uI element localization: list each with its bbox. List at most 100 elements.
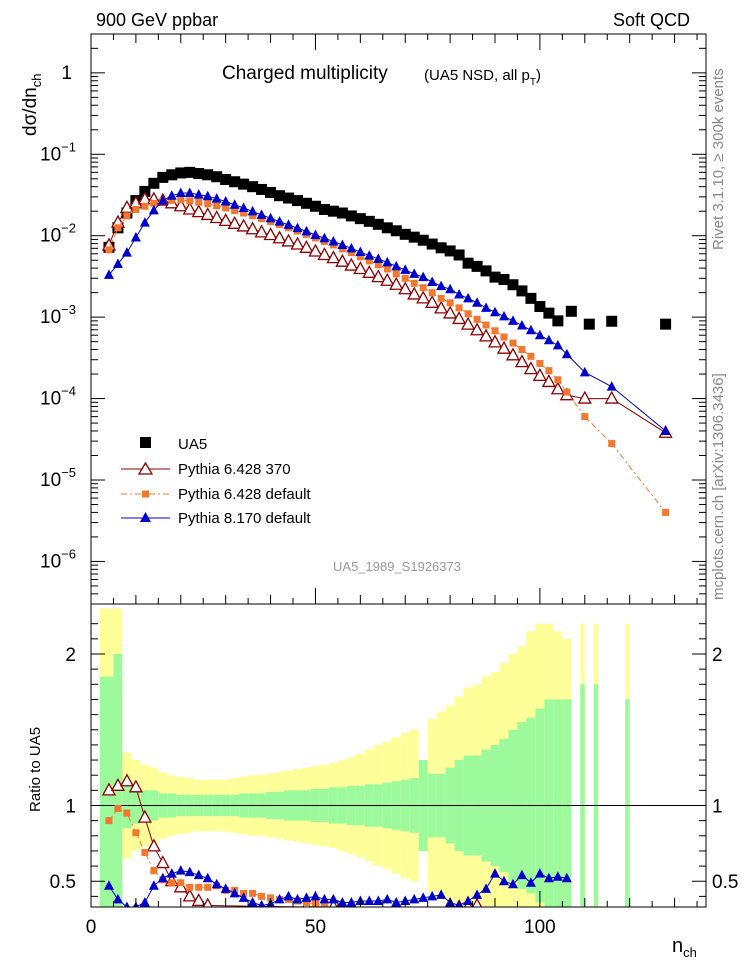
data-point xyxy=(390,225,402,237)
ratio-data-point xyxy=(498,875,509,886)
data-point xyxy=(363,215,375,227)
ratio-data-point xyxy=(148,880,159,890)
data-point xyxy=(514,354,530,368)
ratio-data-point xyxy=(177,879,185,887)
data-point xyxy=(240,209,248,217)
ratio-data-point xyxy=(346,896,357,907)
chart-subtitle-end: ) xyxy=(536,67,541,84)
main-y-axis-label: dσ/dnch xyxy=(20,74,44,136)
data-point xyxy=(175,187,186,197)
data-point xyxy=(434,300,449,314)
legend-marker-py6-370 xyxy=(137,461,154,475)
legend-marker-py8-default xyxy=(140,512,151,522)
data-point xyxy=(606,315,618,327)
y-tick-label: 10−1 xyxy=(40,139,76,165)
data-point xyxy=(550,381,565,395)
data-point xyxy=(103,269,114,279)
data-point xyxy=(256,183,268,195)
data-point xyxy=(356,253,364,261)
x-tick-label: 50 xyxy=(305,917,326,938)
ratio-data-point xyxy=(193,869,204,880)
data-point xyxy=(254,224,269,238)
data-point xyxy=(220,196,231,206)
data-point xyxy=(660,425,671,435)
data-point xyxy=(365,257,373,265)
data-point xyxy=(301,225,312,236)
legend-label-ua5: UA5 xyxy=(178,436,207,453)
data-point xyxy=(498,273,510,285)
ratio-data-point xyxy=(132,829,140,837)
ratio-y-tick-label-right: 1 xyxy=(712,796,723,817)
data-point xyxy=(123,212,131,220)
data-point xyxy=(426,238,438,250)
data-point xyxy=(383,265,391,273)
data-point xyxy=(247,205,258,216)
data-point xyxy=(193,189,204,199)
data-point xyxy=(346,242,357,253)
ratio-data-point xyxy=(249,889,257,897)
ratio-plot: 0 50 100 0.5 0.5 1 1 2 2 xyxy=(50,34,738,938)
data-point xyxy=(317,247,332,261)
ratio-data-point xyxy=(123,809,131,817)
data-point xyxy=(139,217,150,227)
ratio-data-point xyxy=(191,893,206,907)
data-point xyxy=(425,294,440,308)
data-point xyxy=(579,366,590,377)
data-point xyxy=(581,413,589,421)
x-ticks: 0 50 100 xyxy=(86,34,698,938)
ratio-data-point xyxy=(157,872,168,883)
data-point xyxy=(482,321,490,329)
main-plot: 10−610−510−410−310−210−11 xyxy=(40,33,707,605)
data-point xyxy=(245,221,260,235)
ratio-data-point xyxy=(112,893,123,904)
data-point xyxy=(328,235,339,246)
ratio-data-point xyxy=(507,878,518,889)
ratio-data-point xyxy=(409,893,420,904)
ratio-data-point xyxy=(166,868,177,878)
data-point xyxy=(452,311,467,325)
data-point xyxy=(319,232,330,243)
ratio-data-point xyxy=(105,817,113,825)
data-point xyxy=(353,261,368,275)
y-tick-label-base: 10 xyxy=(40,389,61,410)
ratio-data-point xyxy=(119,773,135,787)
data-point xyxy=(463,292,474,303)
ratio-data-point xyxy=(146,838,161,852)
data-point xyxy=(436,280,447,291)
data-point xyxy=(552,339,563,350)
data-point xyxy=(445,283,456,294)
ratio-data-point xyxy=(186,883,194,891)
data-point xyxy=(175,167,187,179)
ratio-data-point xyxy=(195,883,203,891)
data-point xyxy=(419,284,427,292)
data-point xyxy=(462,257,474,269)
ratio-series-py8-default xyxy=(103,865,572,907)
data-point xyxy=(211,171,223,183)
data-point xyxy=(347,249,355,257)
data-point xyxy=(202,190,213,201)
main-y-ticks: 10−610−510−410−310−210−11 xyxy=(40,33,706,605)
data-point xyxy=(157,195,168,205)
ratio-y-axis-label: Ratio to UA5 xyxy=(27,727,44,812)
ratio-data-point xyxy=(173,879,188,893)
ratio-data-point xyxy=(128,779,143,793)
ratio-data-point xyxy=(247,896,258,907)
data-point xyxy=(283,219,294,229)
legend-marker-py6-default xyxy=(142,490,149,498)
data-point xyxy=(487,334,503,348)
data-point xyxy=(399,228,411,240)
data-point xyxy=(186,197,194,205)
data-point xyxy=(532,368,548,382)
data-point xyxy=(389,276,404,290)
data-point xyxy=(563,388,571,396)
data-point xyxy=(166,169,178,181)
data-point xyxy=(454,288,465,299)
data-point xyxy=(410,279,418,287)
ratio-data-point xyxy=(543,872,554,883)
data-point xyxy=(496,340,512,354)
data-point xyxy=(263,227,278,241)
ratio-data-point xyxy=(552,871,563,881)
data-point xyxy=(272,230,287,244)
y-tick-label-base: 10 xyxy=(40,226,61,247)
ratio-data-point xyxy=(202,897,213,907)
